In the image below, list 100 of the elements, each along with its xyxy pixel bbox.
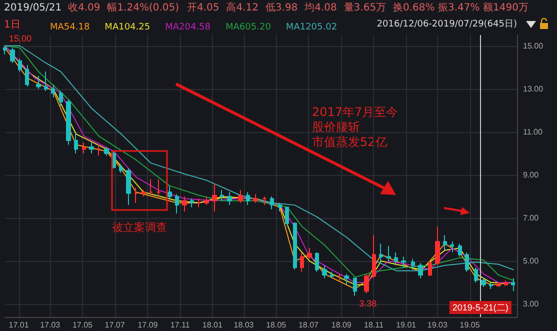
candlestick	[238, 189, 243, 204]
candlestick	[51, 84, 55, 98]
candlestick	[394, 252, 398, 266]
candlestick	[167, 185, 172, 200]
annotation: 3.38	[359, 298, 377, 308]
candlestick	[364, 273, 369, 294]
candlestick	[197, 198, 201, 208]
candlestick	[126, 168, 131, 206]
candlestick	[474, 266, 478, 284]
candlestick	[428, 260, 432, 277]
candlestick	[443, 234, 447, 251]
candlestick	[134, 187, 138, 204]
candlestick	[337, 273, 341, 281]
text: MA104.25	[104, 22, 150, 32]
text: MA54.18	[50, 22, 90, 32]
candlestick	[204, 196, 209, 206]
ref-line-label: 2019-5-21(二)	[452, 302, 508, 312]
x-tick-label: 18.07	[298, 320, 320, 330]
text: MA204.58	[165, 22, 211, 32]
candlestick	[496, 282, 501, 288]
candlestick	[330, 271, 334, 279]
y-tick-label: 13.00	[523, 84, 544, 94]
candlestick	[3, 45, 7, 55]
candlestick	[401, 256, 406, 268]
x-tick-label: 19.01	[396, 320, 417, 330]
candlestick	[411, 258, 415, 270]
candlestick	[212, 183, 217, 212]
candlestick	[322, 264, 327, 279]
x-tick-label: 17.07	[104, 320, 126, 330]
candlestick	[285, 206, 289, 228]
candlestick	[504, 280, 508, 286]
candlestick	[97, 144, 101, 156]
candlestick	[104, 146, 109, 156]
candlestick	[511, 278, 515, 292]
candlestick	[66, 99, 71, 146]
candlestick	[44, 71, 48, 92]
candlestick	[36, 75, 41, 90]
candlestick	[262, 196, 267, 206]
text: 振3.47%	[438, 2, 480, 14]
text: 开4.05	[187, 2, 220, 14]
candlestick	[253, 194, 258, 204]
candlestick	[386, 245, 391, 262]
x-tick-label: 17.01	[8, 320, 30, 330]
candlestick	[300, 252, 304, 272]
x-tick-label: 17.11	[170, 320, 190, 330]
text: 高4.12	[226, 2, 258, 14]
candlestick	[82, 142, 86, 154]
x-tick-label: 18.03	[234, 320, 254, 330]
text: 1日	[4, 20, 20, 30]
candlestick	[379, 243, 383, 262]
text: 量3.65万	[344, 2, 386, 14]
annotation: 2017年7月至今	[312, 105, 398, 119]
y-tick-label: 11.00	[523, 127, 543, 136]
candlestick	[10, 47, 15, 64]
text: 均4.08	[304, 2, 337, 14]
candlestick	[175, 194, 179, 214]
candlestick	[18, 58, 22, 72]
candlestick	[344, 273, 349, 286]
y-tick-label: 15.00	[523, 41, 544, 50]
text: 2019/05/21	[4, 2, 62, 14]
x-tick-label: 19.05	[460, 320, 480, 330]
x-tick-label: 18.09	[331, 320, 352, 330]
candlestick	[25, 64, 29, 88]
candlestick	[278, 202, 282, 212]
text: 幅1.24%(0.05)	[107, 2, 180, 14]
candlestick	[74, 134, 78, 154]
text: MA1205.02	[286, 22, 338, 32]
candlestick	[481, 278, 486, 288]
y-tick-label: 3.00	[523, 300, 540, 309]
annotation: 15.00	[9, 33, 32, 44]
candlestick	[372, 234, 376, 279]
text: 2016/12/06-2019/07/29(645日)	[376, 20, 518, 30]
candlestick	[489, 282, 493, 290]
y-tick-label: 7.00	[523, 213, 540, 222]
candlestick	[307, 248, 312, 260]
x-tick-label: 17.05	[72, 320, 94, 330]
text: 换0.68%	[393, 2, 435, 14]
text: 低3.98	[265, 2, 298, 14]
candlestick	[141, 189, 146, 197]
candlestick	[353, 278, 357, 296]
candlestick	[418, 262, 423, 279]
candlestick	[59, 90, 63, 107]
candlestick	[435, 226, 440, 266]
x-tick-label: 18.01	[202, 320, 224, 330]
y-tick-label: 9.00	[523, 170, 540, 180]
x-tick-label: 18.05	[266, 320, 287, 330]
candlestick	[182, 196, 187, 212]
candlestick	[458, 243, 462, 258]
candlestick	[270, 196, 274, 210]
candlestick	[227, 192, 232, 206]
text: 额1490万	[483, 2, 528, 14]
candlestick	[190, 198, 194, 208]
candlestick	[119, 164, 123, 174]
x-tick-label: 19.03	[427, 320, 448, 330]
candlestick	[293, 222, 297, 270]
text: 收4.09	[68, 2, 100, 14]
candlestick	[89, 142, 94, 154]
candlestick	[465, 252, 469, 272]
candlestick	[149, 178, 153, 195]
x-tick-label: 18.11	[364, 320, 384, 330]
